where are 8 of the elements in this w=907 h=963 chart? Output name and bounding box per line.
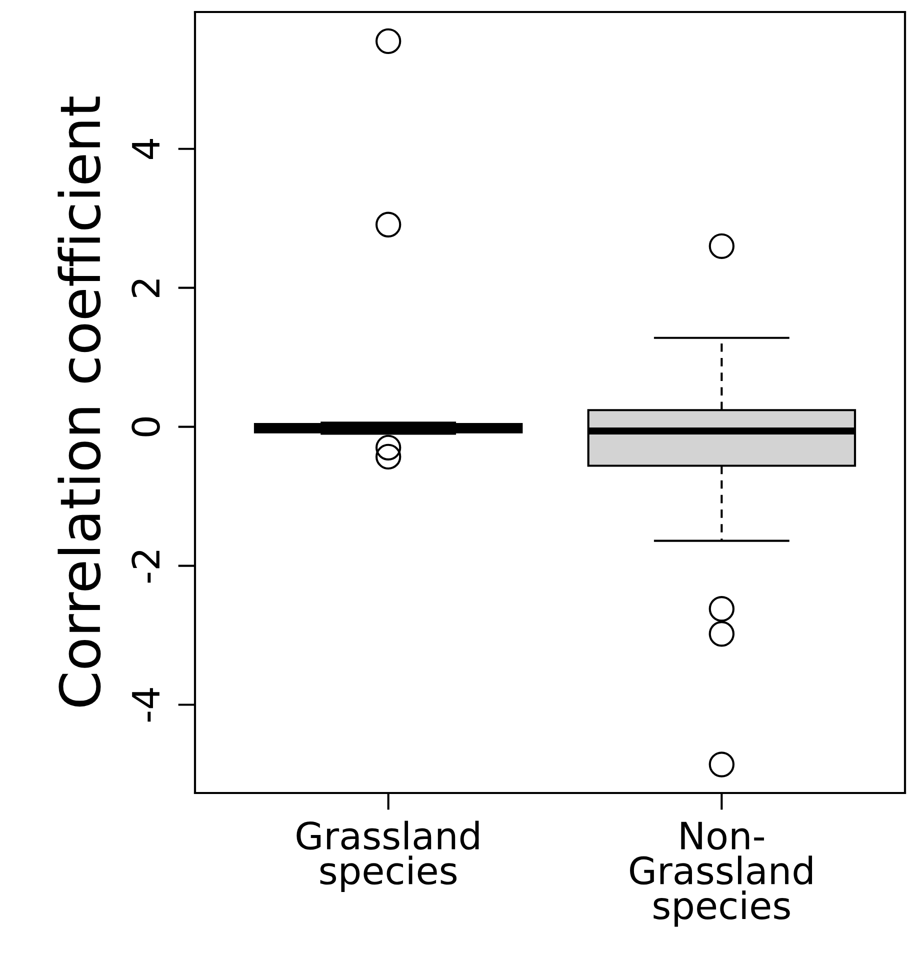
y-tick-label: 2 — [132, 280, 160, 298]
y-tick-label: 0 — [132, 417, 160, 436]
x-tick-label: Grassland species — [296, 820, 479, 892]
y-tick-label: 4 — [132, 139, 160, 159]
x-tick-label: Non- Grassland species — [630, 822, 812, 927]
y-tick-label: -4 — [132, 688, 160, 722]
y-tick-label: -2 — [132, 550, 160, 583]
y-axis-title: Correlation coefficient — [58, 96, 101, 707]
